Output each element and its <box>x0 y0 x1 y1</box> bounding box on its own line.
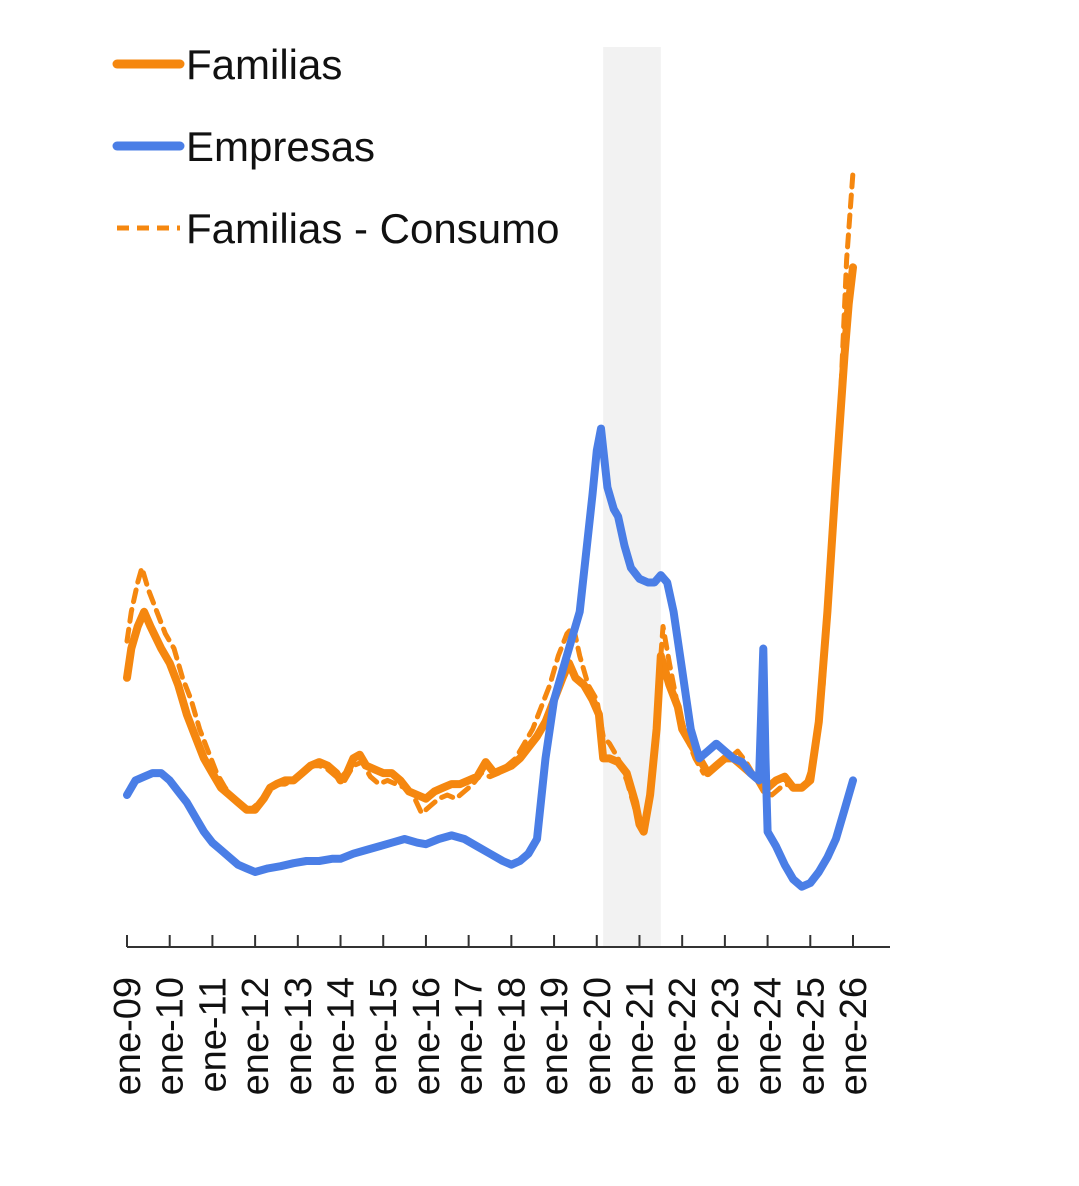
legend-label-familias: Familias <box>186 41 342 88</box>
x-tick-label: ene-23 <box>705 977 747 1095</box>
legend-item-familias: Familias <box>112 41 342 88</box>
legend: Familias Empresas Familias - Consumo <box>112 41 559 252</box>
x-tick-label: ene-10 <box>150 977 192 1095</box>
x-tick-label: ene-13 <box>278 977 320 1095</box>
series-layer <box>123 169 857 891</box>
x-tick-label: ene-09 <box>107 977 149 1095</box>
legend-item-familias-consumo: Familias - Consumo <box>117 205 559 252</box>
x-axis: ene-09 ene-10 ene-11 ene-12 ene-13 ene-14 ene-… <box>107 935 890 1095</box>
x-tick-label: ene-20 <box>577 977 619 1095</box>
series-line-empresas <box>123 424 857 891</box>
legend-item-empresas: Empresas <box>112 123 375 170</box>
x-tick-label: ene-19 <box>534 977 576 1095</box>
x-tick-label: ene-18 <box>491 977 533 1095</box>
x-tick-label: ene-25 <box>790 977 832 1095</box>
x-tick-label: ene-11 <box>192 977 234 1093</box>
x-tick-label: ene-16 <box>406 977 448 1095</box>
x-tick-label: ene-15 <box>363 977 405 1095</box>
series-line-familias <box>123 263 857 836</box>
x-tick-label: ene-22 <box>662 977 704 1095</box>
x-tick-label: ene-17 <box>449 977 491 1095</box>
x-tick-label: ene-14 <box>321 977 363 1095</box>
series-line-familias-consumo <box>124 169 856 827</box>
x-tick-label: ene-12 <box>235 977 277 1095</box>
x-tick-label: ene-24 <box>748 977 790 1095</box>
legend-label-empresas: Empresas <box>186 123 375 170</box>
x-tick-label: ene-26 <box>833 977 875 1095</box>
x-tick-label: ene-21 <box>619 977 661 1095</box>
legend-label-familias-consumo: Familias - Consumo <box>186 205 559 252</box>
